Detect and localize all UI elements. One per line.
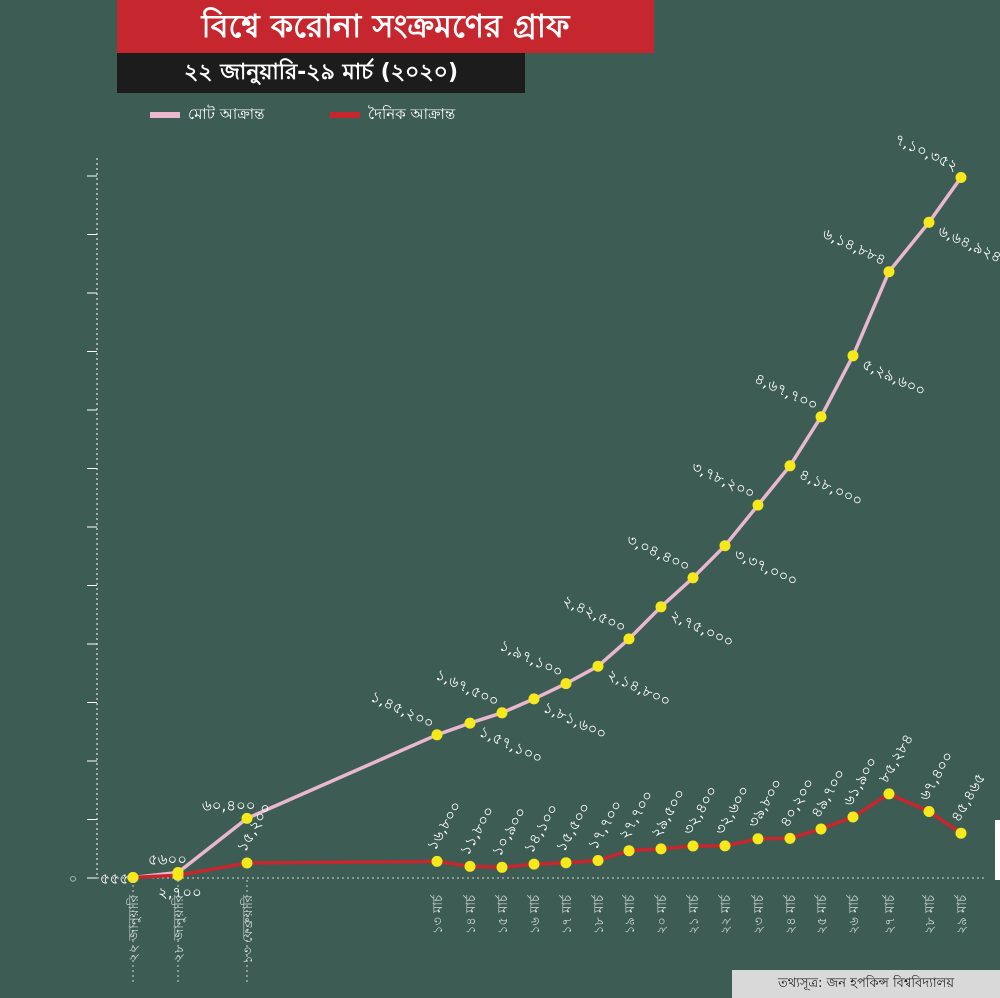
daily-cases-point <box>172 869 184 881</box>
daily-data-label: ৮৫,২৮৪ <box>875 731 917 786</box>
daily-cases-point <box>655 843 667 855</box>
total-cases-point <box>847 350 859 362</box>
total-data-label: ১,৫৭,১০০ <box>476 722 545 767</box>
total-data-label: ৭,১০,৩৫২ <box>892 130 961 175</box>
edge-mark <box>995 820 1000 880</box>
daily-cases-point <box>687 840 699 852</box>
total-data-label: ১,৬৭,৫০০ <box>433 665 502 710</box>
daily-cases-point <box>241 857 253 869</box>
total-data-label: ২,১৪,৮০০ <box>604 665 673 710</box>
daily-cases-point <box>127 872 139 883</box>
total-data-label: ৬,১৪,৮৮৪ <box>820 224 889 269</box>
total-cases-point <box>655 601 667 613</box>
daily-cases-point <box>431 855 443 867</box>
total-data-label: ১,৮১,৬০০ <box>540 698 609 743</box>
legend-daily: দৈনিক আক্রান্ত <box>330 103 455 127</box>
total-cases-point <box>784 460 796 472</box>
daily-cases-point <box>623 845 635 857</box>
chart-subtitle: ২২ জানুয়ারি-২৯ মার্চ (২০২০) <box>117 53 525 93</box>
x-axis-tick-label: ১৮ মার্চ <box>591 894 607 934</box>
total-cases-point <box>923 216 935 228</box>
legend-daily-swatch <box>330 112 360 118</box>
total-cases-point <box>955 172 967 183</box>
daily-cases-point <box>847 811 859 823</box>
x-axis-tick-label: ২৫ মার্চ <box>814 894 830 934</box>
legend-total-swatch <box>150 112 180 118</box>
y-axis-tick-label: ০ <box>69 872 77 887</box>
total-data-label: ৩,০৪,৪০০ <box>624 530 693 575</box>
total-cases-point <box>687 572 699 584</box>
daily-cases-point <box>592 855 604 866</box>
total-cases-point <box>241 812 253 824</box>
x-axis-tick-label: ২২ মার্চ <box>718 894 734 934</box>
total-data-label: ৫৬০০ <box>148 850 187 868</box>
total-data-label: ৬,৬৪,৯২৪ <box>935 222 1000 267</box>
daily-data-label: ৬৭,৪০০ <box>915 748 957 803</box>
daily-cases-point <box>719 840 731 852</box>
total-cases-point <box>464 717 476 729</box>
x-axis-tick-label: ২৬ মার্চ <box>846 894 862 934</box>
x-axis-tick-label: ২১ মার্চ <box>686 894 702 934</box>
daily-cases-point <box>815 823 827 835</box>
x-axis-tick-label: ২৯ মার্চ <box>954 894 970 934</box>
total-data-label: ৪,৬৭,৭০০ <box>752 369 821 414</box>
total-data-label: ৬০,৪০০ <box>202 796 256 814</box>
legend-total-label: মোট আক্রান্ত <box>188 104 265 123</box>
x-axis-tick-label: ২৮ জানুয়ারি <box>171 894 187 961</box>
total-data-label: ১,৪৫,২০০ <box>368 687 437 732</box>
total-cases-point <box>623 633 635 645</box>
daily-cases-point <box>955 827 967 839</box>
total-cases-point <box>752 499 764 511</box>
total-cases-point <box>528 693 540 705</box>
daily-cases-point <box>752 833 764 845</box>
total-cases-point <box>883 266 895 278</box>
x-axis-tick-label: ১৬ মার্চ <box>527 894 543 934</box>
total-cases-point <box>592 660 604 672</box>
x-axis-tick-label: ১৯ মার্চ <box>622 894 638 934</box>
x-axis-tick-label: ১৪ মার্চ <box>463 894 479 934</box>
x-axis-tick-label: ১৭ মার্চ <box>559 894 575 934</box>
x-axis-tick-label: ২৭ মার্চ <box>882 894 898 934</box>
daily-cases-point <box>923 806 935 817</box>
daily-cases-point <box>528 858 540 870</box>
chart-title: বিশ্বে করোনা সংক্রমণের গ্রাফ <box>117 0 654 53</box>
daily-data-label: ৪৫,৪৬৫ <box>947 770 989 825</box>
total-cases-point <box>815 411 827 423</box>
x-axis-tick-label: ১৩ ফেব্রুয়ারি <box>240 894 256 964</box>
total-data-label: ৩,৭৮,২০০ <box>689 458 758 503</box>
total-data-label: ২,৪২,৫০০ <box>560 591 629 636</box>
total-cases-point <box>496 707 508 719</box>
total-cases-point <box>431 729 443 741</box>
daily-cases-point <box>883 788 895 800</box>
x-axis-tick-label: ২৪ মার্চ <box>783 894 799 934</box>
legend-daily-label: দৈনিক আক্রান্ত <box>368 104 456 123</box>
x-axis-tick-label: ২৩ মার্চ <box>751 894 767 934</box>
daily-cases-point <box>496 861 508 873</box>
total-cases-line <box>132 176 963 880</box>
total-data-label: ২,৭৫,০০০ <box>667 606 736 651</box>
daily-cases-line <box>132 792 962 880</box>
x-axis-tick-label: ২২ জানুয়ারি <box>126 894 142 961</box>
daily-data-label: ২,৭০০ <box>158 883 202 901</box>
legend-total: মোট আক্রান্ত <box>150 103 264 127</box>
total-data-label: ৫৫৫ <box>100 869 129 887</box>
daily-cases-point <box>464 860 476 872</box>
total-data-label: ৩,৩৭,০০০ <box>731 545 800 590</box>
x-axis-tick-label: ১৫ মার্চ <box>495 894 511 934</box>
source-note: তথ্যসূত্র: জন হপকিন্স বিশ্ববিদ্যালয় <box>732 970 1000 998</box>
total-data-label: ৫,২৯,৬০০ <box>859 355 928 400</box>
x-axis-tick-label: ২৮ মার্চ <box>922 894 938 934</box>
daily-data-label: ২৯,৫০০ <box>647 786 689 841</box>
x-axis-tick-label: ১৩ মার্চ <box>430 894 446 934</box>
total-data-label: ৪,১৮,০০০ <box>796 465 865 510</box>
total-data-label: ১,৯৭,১০০ <box>497 636 566 681</box>
total-cases-point <box>719 540 731 552</box>
daily-cases-point <box>784 832 796 844</box>
total-cases-point <box>560 678 572 690</box>
x-axis-tick-label: ২০ মার্চ <box>654 894 670 934</box>
daily-cases-point <box>560 857 572 869</box>
